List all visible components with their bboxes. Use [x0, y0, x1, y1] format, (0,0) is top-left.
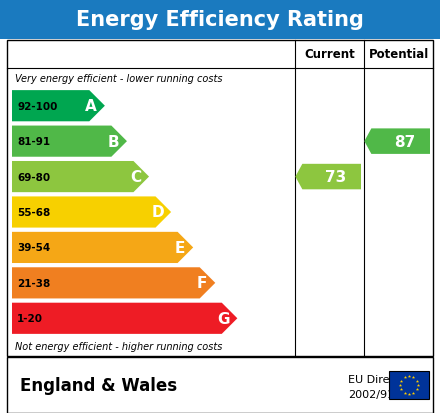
Text: 55-68: 55-68: [17, 207, 50, 218]
Text: England & Wales: England & Wales: [20, 376, 177, 394]
Text: 21-38: 21-38: [17, 278, 50, 288]
Polygon shape: [12, 197, 171, 228]
Text: B: B: [107, 134, 119, 149]
Text: 39-54: 39-54: [17, 243, 50, 253]
Bar: [389, 371, 429, 399]
Bar: [0, 0, 440, 40]
Text: EU Directive: EU Directive: [348, 374, 417, 384]
Text: G: G: [217, 311, 230, 326]
Text: A: A: [85, 99, 97, 114]
Text: Potential: Potential: [368, 48, 429, 62]
Text: 73: 73: [325, 170, 346, 185]
Polygon shape: [12, 303, 237, 334]
Polygon shape: [12, 268, 215, 299]
Polygon shape: [364, 129, 430, 154]
Text: 81-91: 81-91: [17, 137, 50, 147]
Polygon shape: [295, 164, 361, 190]
Text: D: D: [151, 205, 164, 220]
Text: 92-100: 92-100: [17, 102, 57, 112]
Text: C: C: [130, 170, 141, 185]
Polygon shape: [12, 232, 193, 263]
Bar: [7, 41, 433, 356]
Bar: [7, 357, 433, 413]
Text: 87: 87: [394, 134, 415, 149]
Text: F: F: [197, 276, 207, 291]
Text: E: E: [174, 240, 185, 255]
Polygon shape: [12, 91, 105, 122]
Text: 69-80: 69-80: [17, 172, 50, 182]
Text: Not energy efficient - higher running costs: Not energy efficient - higher running co…: [15, 341, 222, 351]
Text: Energy Efficiency Rating: Energy Efficiency Rating: [76, 10, 364, 30]
Text: Current: Current: [304, 48, 355, 62]
Polygon shape: [12, 161, 149, 193]
Text: 1-20: 1-20: [17, 313, 43, 323]
Text: 2002/91/EC: 2002/91/EC: [348, 389, 413, 399]
Polygon shape: [12, 126, 127, 157]
Text: Very energy efficient - lower running costs: Very energy efficient - lower running co…: [15, 74, 223, 84]
